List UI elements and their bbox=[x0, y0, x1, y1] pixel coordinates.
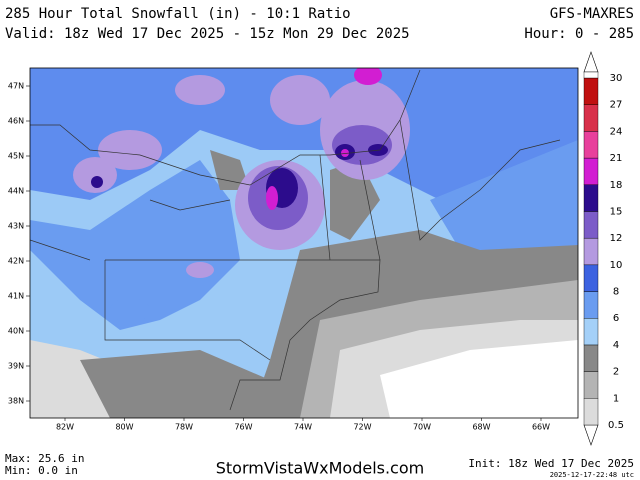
model-name: GFS-MAXRES bbox=[550, 6, 634, 22]
lon-label: 66W bbox=[532, 423, 550, 432]
lon-label: 74W bbox=[294, 423, 312, 432]
colorbar-swatch bbox=[583, 157, 599, 185]
lon-label: 78W bbox=[175, 423, 193, 432]
colorbar-label: 12 bbox=[610, 233, 623, 244]
colorbar-label: 1 bbox=[613, 393, 619, 404]
max-value: Max: 25.6 in bbox=[5, 452, 84, 465]
colorbar-swatch bbox=[583, 398, 599, 426]
lon-label: 80W bbox=[115, 423, 133, 432]
colorbar-label: 27 bbox=[610, 100, 623, 111]
lat-label: 44N bbox=[8, 187, 24, 196]
colorbar-label: 30 bbox=[610, 73, 623, 84]
lon-label: 70W bbox=[413, 423, 431, 432]
lat-label: 42N bbox=[8, 257, 24, 266]
colorbar-swatch bbox=[583, 371, 599, 399]
colorbar-label: 4 bbox=[613, 340, 619, 351]
colorbar-swatch bbox=[583, 318, 599, 346]
hour-range: Hour: 0 - 285 bbox=[524, 26, 634, 42]
colorbar-swatch bbox=[583, 291, 599, 319]
colorbar-label: 15 bbox=[610, 206, 623, 217]
map-frame bbox=[29, 67, 579, 419]
colorbar-swatch bbox=[583, 104, 599, 132]
lon-label: 76W bbox=[234, 423, 252, 432]
lat-label: 46N bbox=[8, 117, 24, 126]
lat-label: 39N bbox=[8, 362, 24, 371]
lat-label: 43N bbox=[8, 222, 24, 231]
colorbar-swatch bbox=[583, 344, 599, 372]
lat-label: 38N bbox=[8, 397, 24, 406]
colorbar-swatch bbox=[583, 211, 599, 239]
lon-labels: 82W 80W 78W 76W 74W 72W 70W 68W 66W bbox=[56, 418, 550, 432]
colorbar-label: 18 bbox=[610, 180, 623, 191]
colorbar-label: 10 bbox=[610, 260, 623, 271]
lat-label: 41N bbox=[8, 292, 24, 301]
lat-label: 40N bbox=[8, 327, 24, 336]
colorbar-swatch bbox=[583, 264, 599, 292]
lon-label: 72W bbox=[353, 423, 371, 432]
colorbar-label: 2 bbox=[613, 367, 619, 378]
lat-label: 45N bbox=[8, 152, 24, 161]
colorbar-top bbox=[583, 71, 599, 79]
valid-range: Valid: 18z Wed 17 Dec 2025 - 15z Mon 29 … bbox=[5, 26, 410, 42]
site-name: StormVistaWxModels.com bbox=[216, 459, 424, 478]
min-value: Min: 0.0 in bbox=[5, 464, 78, 477]
colorbar-swatch bbox=[583, 237, 599, 266]
map bbox=[30, 68, 578, 418]
init-time: Init: 18z Wed 17 Dec 2025 bbox=[468, 457, 634, 470]
colorbar-label: 21 bbox=[610, 153, 623, 164]
title: 285 Hour Total Snowfall (in) - 10:1 Rati… bbox=[5, 6, 351, 22]
lat-labels: 47N 46N 45N 44N 43N 42N 41N 40N 39N 38N bbox=[8, 82, 30, 406]
lon-label: 82W bbox=[56, 423, 74, 432]
colorbar-label: 8 bbox=[613, 287, 619, 298]
colorbar-label: 0.5 bbox=[608, 420, 624, 431]
lon-label: 68W bbox=[472, 423, 490, 432]
colorbar-swatch bbox=[583, 184, 599, 212]
colorbar-swatch bbox=[583, 131, 599, 159]
colorbar-swatch bbox=[583, 77, 599, 105]
colorbar-label: 6 bbox=[613, 313, 619, 324]
colorbar-label: 24 bbox=[610, 126, 623, 137]
timestamp: 2025-12-17-22:48 utc bbox=[550, 471, 634, 479]
lat-label: 47N bbox=[8, 82, 24, 91]
